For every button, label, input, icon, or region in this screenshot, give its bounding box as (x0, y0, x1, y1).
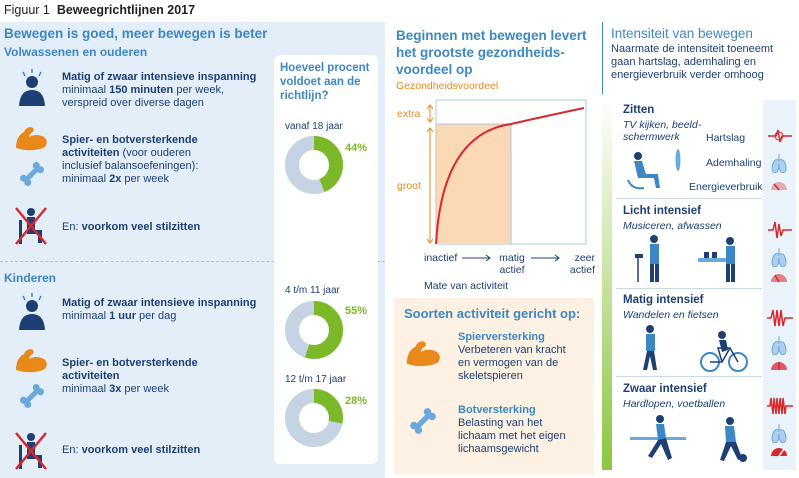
heartrate-icon (767, 397, 793, 415)
level-divider (616, 288, 762, 289)
indicator-icons (767, 129, 793, 456)
level-light: Licht intensief (623, 205, 701, 217)
level-divider (616, 376, 762, 377)
adult-item-sedentary: En: voorkom veel stilzitten (62, 221, 201, 233)
figure-prefix: Figuur 1 (4, 3, 50, 17)
arrow-right-icon (531, 254, 560, 262)
benefit-area-high (436, 124, 511, 244)
flexed-arm-icon (404, 338, 444, 373)
y-axis-label: Gezondheidsvoordeel (396, 80, 499, 92)
percentage-question: Hoeveel procent voldoet aan de richtlijn? (280, 62, 370, 102)
adult-item-strength: Spier- en botversterkende activiteiten (… (62, 134, 199, 185)
donut-12-17 (285, 389, 343, 447)
adult-item-aerobic: Matig of zwaar intensieve inspanning min… (62, 71, 257, 109)
tick-moderate: matig actief (499, 252, 525, 276)
level-divider (616, 198, 762, 199)
lungs-icon (771, 154, 787, 173)
lungs-icon (771, 248, 787, 267)
sitting-person-icon (627, 152, 660, 190)
child-item-sedentary: En: voorkom veel stilzitten (62, 444, 201, 456)
level-vigorous-desc: Hardlopen, voetballen (623, 398, 726, 410)
benefit-area-low (436, 124, 511, 244)
level-vigorous: Zwaar intensief (623, 383, 707, 395)
flexed-arm-icon (14, 346, 50, 379)
lungs-icon (771, 336, 787, 355)
tick-inactive: inactief (424, 252, 458, 264)
figure-title: Figuur 1 Beweegrichtlijnen 2017 (4, 3, 195, 17)
person-pulse-icon (14, 68, 50, 113)
screen-icon (675, 149, 681, 171)
heartrate-icon (768, 129, 792, 143)
energy-gauge-icon (771, 448, 787, 456)
energy-gauge-icon (771, 274, 787, 283)
x-axis-label: Mate van activiteit (424, 280, 509, 292)
donut-segment (285, 389, 343, 447)
tick-very-active: zeer actief (569, 252, 595, 276)
lungs-icon (771, 424, 787, 443)
benefit-title: Beginnen met bewegen levert het grootste … (396, 28, 587, 77)
activity-types-box (394, 298, 594, 474)
donut-age-12-17: 12 t/m 17 jaar (285, 374, 347, 385)
child-item-strength: Spier- en botversterkende activiteiten m… (62, 357, 198, 395)
donut-segment (285, 136, 343, 194)
energy-gauge-icon (771, 362, 787, 370)
sitting-crossed-icon (14, 206, 48, 251)
legend-energy: Energieverbruik (689, 181, 763, 193)
bone-icon (18, 382, 46, 415)
muscle-strengthening: Spierversterking Verbeteren van kracht e… (458, 331, 566, 382)
right-divider (602, 22, 603, 94)
flexed-arm-icon (14, 124, 50, 157)
legend-heartrate: Hartslag (706, 132, 746, 144)
runner-icon (648, 415, 672, 460)
level-light-desc: Musiceren, afwassen (623, 220, 722, 232)
person-pulse-icon (14, 292, 50, 337)
sitting-crossed-icon (14, 431, 48, 476)
donut-value-adults: 44% (345, 142, 368, 154)
intensity-title: Intensiteit van bewegen (611, 26, 753, 41)
intensity-subtitle: Naarmate de intensiteit toeneemt gaan har… (611, 43, 774, 81)
benefit-curve (435, 107, 585, 245)
donut-age-4-11: 4 t/m 11 jaar (285, 285, 340, 296)
bone-icon (408, 406, 438, 441)
arrow-right-icon (462, 254, 491, 262)
heartrate-icon (768, 221, 792, 239)
bone-strengthening: Botversterking Belasting van het lichaam… (458, 404, 566, 455)
legend-breathing: Ademhaling (706, 157, 762, 169)
figure-heading: Beweegrichtlijnen 2017 (56, 3, 196, 17)
dishwashing-icon (698, 237, 735, 282)
level-moderate: Matig intensief (623, 294, 704, 306)
guidelines-heading: Bewegen is goed, meer bewegen is beter (4, 26, 268, 41)
adults-label: Volwassenen en ouderen (4, 45, 148, 59)
level-sitting: Zitten (623, 104, 655, 116)
level-extra: extra (397, 108, 421, 120)
child-item-aerobic: Matig of zwaar intensieve inspanning min… (62, 297, 257, 322)
heartrate-icon (767, 309, 793, 327)
large-bracket (426, 127, 434, 244)
extra-bracket (426, 104, 434, 123)
donut-segment (285, 301, 343, 359)
donut-4-11 (285, 301, 343, 359)
energy-gauge-icon (771, 182, 787, 191)
children-label: Kinderen (4, 271, 57, 285)
donut-age-adults: vanaf 18 jaar (285, 121, 343, 132)
activity-types-title: Soorten activiteit gericht op: (404, 306, 581, 321)
walking-person-icon (643, 325, 657, 370)
donut-value-12-17: 28% (345, 395, 368, 407)
cyclist-icon (700, 331, 748, 372)
benefit-curve-chart (426, 99, 587, 245)
level-sitting-desc: TV kijken, beeld-schermwerk (623, 119, 702, 143)
level-large: groot (397, 180, 421, 192)
section-divider (0, 261, 385, 262)
intensity-gradient-bar (602, 100, 612, 470)
bone-icon (18, 160, 46, 193)
donut-value-4-11: 55% (345, 305, 368, 317)
donut-adults (285, 136, 343, 194)
football-player-icon (720, 417, 747, 462)
level-moderate-desc: Wandelen en fietsen (623, 309, 719, 321)
musician-icon (635, 235, 659, 282)
